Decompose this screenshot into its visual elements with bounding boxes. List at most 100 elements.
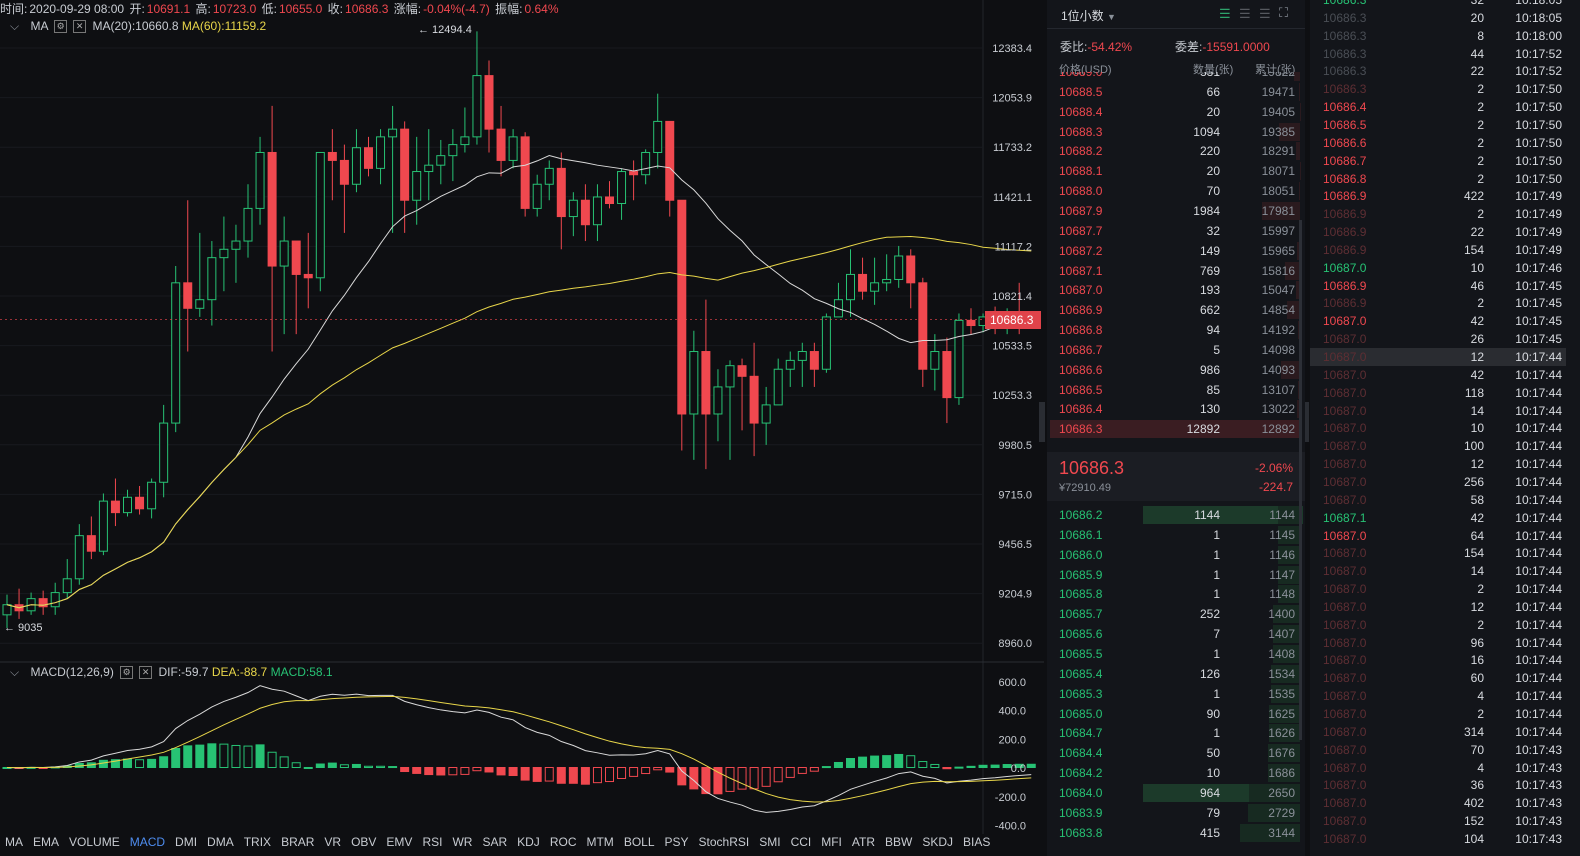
indicator-tab-volume[interactable]: VOLUME: [69, 835, 120, 849]
collapse-handle-left[interactable]: [1039, 402, 1045, 442]
indicator-tab-obv[interactable]: OBV: [351, 835, 377, 849]
view-bids-icon[interactable]: ☰: [1239, 6, 1251, 21]
indicator-tab-stochrsi[interactable]: StochRSI: [698, 835, 750, 849]
ask-row[interactable]: 10686.5 85 13107: [1047, 380, 1305, 400]
indicator-tab-wr[interactable]: WR: [452, 835, 473, 849]
precision-select[interactable]: 1位小数 ▼: [1061, 7, 1116, 24]
collapse-handle-right[interactable]: [1303, 402, 1309, 442]
indicator-tab-emv[interactable]: EMV: [386, 835, 413, 849]
ask-row[interactable]: 10688.2 220 18291: [1047, 141, 1305, 161]
bid-row[interactable]: 10684.7 1 1626: [1047, 723, 1305, 743]
trade-qty: 14: [1470, 403, 1484, 418]
ask-row[interactable]: 10686.3 12892 12892: [1047, 419, 1305, 439]
indicator-tab-bbw[interactable]: BBW: [885, 835, 913, 849]
bid-price: 10685.4: [1059, 666, 1103, 681]
trade-qty: 4: [1477, 689, 1484, 704]
bid-qty: 90: [1206, 706, 1220, 721]
bid-row[interactable]: 10685.7 252 1400: [1047, 604, 1305, 624]
ask-row[interactable]: 10688.3 1094 19385: [1047, 122, 1305, 142]
candle-body: [821, 316, 831, 370]
macd-histogram-bar: [388, 766, 398, 769]
ask-row[interactable]: 10687.7 32 15997: [1047, 221, 1305, 241]
indicator-tab-boll[interactable]: BOLL: [623, 835, 655, 849]
indicator-tab-smi[interactable]: SMI: [759, 835, 781, 849]
view-asks-icon[interactable]: ☰: [1259, 6, 1271, 21]
bid-row[interactable]: 10683.8 415 3144: [1047, 823, 1305, 843]
macd-histogram-bar: [568, 767, 578, 784]
chart-canvas[interactable]: 12383.4 12053.9 11733.2 11421.1 11117.2 10821…: [0, 0, 1044, 856]
indicator-tab-roc[interactable]: ROC: [549, 835, 577, 849]
bid-row[interactable]: 10685.8 1 1148: [1047, 584, 1305, 604]
indicator-tab-dmi[interactable]: DMI: [175, 835, 198, 849]
collapse-chevron-icon[interactable]: ⌵: [10, 19, 20, 33]
bid-row[interactable]: 10685.6 7 1407: [1047, 624, 1305, 644]
indicator-tab-brar[interactable]: BRAR: [281, 835, 315, 849]
indicator-tab-atr[interactable]: ATR: [851, 835, 876, 849]
bid-cum: 1535: [1268, 686, 1295, 701]
indicator-tab-mtm[interactable]: MTM: [586, 835, 614, 849]
indicator-tab-ema[interactable]: EMA: [33, 835, 60, 849]
macd-settings-gear-icon[interactable]: ⚙: [120, 666, 134, 680]
ma20-value: MA(20):10660.8: [92, 19, 179, 33]
indicator-tab-sar[interactable]: SAR: [482, 835, 508, 849]
macd-histogram-bar: [532, 767, 542, 782]
indicator-tab-skdj[interactable]: SKDJ: [922, 835, 954, 849]
indicator-tab-trix[interactable]: TRIX: [243, 835, 272, 849]
indicator-tab-mfi[interactable]: MFI: [821, 835, 842, 849]
macd-collapse-chevron-icon[interactable]: ⌵: [10, 665, 20, 679]
close-icon[interactable]: ✕: [73, 20, 87, 34]
candle-body: [86, 535, 96, 552]
indicator-tab-rsi[interactable]: RSI: [422, 835, 443, 849]
bid-row[interactable]: 10684.4 50 1676: [1047, 743, 1305, 763]
bid-row[interactable]: 10683.9 79 2729: [1047, 803, 1305, 823]
trade-price: 10687.0: [1323, 385, 1367, 400]
indicator-tab-dma[interactable]: DMA: [207, 835, 234, 849]
ask-row[interactable]: 10686.7 5 14098: [1047, 340, 1305, 360]
candle-body: [846, 273, 855, 301]
bid-row[interactable]: 10685.0 90 1625: [1047, 704, 1305, 724]
ask-row[interactable]: 10687.1 769 15816: [1047, 261, 1305, 281]
bid-row[interactable]: 10685.5 1 1408: [1047, 644, 1305, 664]
ask-row[interactable]: 10689.0 331 19822: [1047, 72, 1305, 82]
indicator-tab-kdj[interactable]: KDJ: [517, 835, 540, 849]
bid-row[interactable]: 10685.3 1 1535: [1047, 684, 1305, 704]
bid-row[interactable]: 10685.4 126 1534: [1047, 664, 1305, 684]
ask-row[interactable]: 10687.0 193 15047: [1047, 280, 1305, 300]
view-both-icon[interactable]: ☰: [1219, 6, 1231, 21]
macd-close-icon[interactable]: ✕: [139, 666, 153, 680]
settings-gear-icon[interactable]: ⚙: [54, 20, 68, 34]
macd-histogram-bar: [689, 767, 699, 790]
indicator-tab-vr[interactable]: VR: [324, 835, 342, 849]
bid-row[interactable]: 10685.9 1 1147: [1047, 565, 1305, 585]
indicator-tab-macd[interactable]: MACD: [129, 835, 166, 849]
ask-row[interactable]: 10688.5 66 19471: [1047, 82, 1305, 102]
kline-chart[interactable]: 时间: 2020-09-29 08:00 开: 10691.1 高: 10723.0 …: [0, 0, 1044, 856]
high-label: 高:: [195, 2, 211, 16]
indicator-tab-bias[interactable]: BIAS: [963, 835, 991, 849]
expand-icon[interactable]: ⛶: [1279, 5, 1289, 20]
ask-list: 10689.0 331 19822 10688.5 66 19471 10688.4 20 19…: [1047, 72, 1305, 452]
ask-row[interactable]: 10686.9 662 14854: [1047, 300, 1305, 320]
macd-histogram-bar: [617, 767, 627, 779]
indicator-tab-cci[interactable]: CCI: [790, 835, 812, 849]
bid-row[interactable]: 10684.2 10 1686: [1047, 763, 1305, 783]
recent-trades: 10686.3 32 10:18:05 10686.3 20 10:18:05 10686.…: [1310, 0, 1580, 856]
book-scrollbar[interactable]: [1299, 220, 1302, 740]
ask-row[interactable]: 10686.8 94 14192: [1047, 320, 1305, 340]
indicator-tab-psy[interactable]: PSY: [664, 835, 689, 849]
trade-price: 10687.0: [1323, 814, 1367, 829]
bid-row[interactable]: 10686.2 1144 1144: [1047, 505, 1305, 525]
bid-row[interactable]: 10686.0 1 1146: [1047, 545, 1305, 565]
ask-row[interactable]: 10686.4 130 13022: [1047, 399, 1305, 419]
ask-row[interactable]: 10688.4 20 19405: [1047, 102, 1305, 122]
indicator-tab-ma[interactable]: MA: [5, 835, 23, 849]
bid-row[interactable]: 10686.1 1 1145: [1047, 525, 1305, 545]
ask-row[interactable]: 10687.9 1984 17981: [1047, 201, 1305, 221]
ask-row[interactable]: 10688.1 20 18071: [1047, 161, 1305, 181]
ask-row[interactable]: 10687.2 149 15965: [1047, 241, 1305, 261]
bid-row[interactable]: 10684.0 964 2650: [1047, 783, 1305, 803]
trade-qty: 64: [1470, 528, 1484, 543]
ask-row[interactable]: 10688.0 70 18051: [1047, 181, 1305, 201]
ask-price: 10686.3: [1059, 422, 1103, 437]
ask-row[interactable]: 10686.6 986 14093: [1047, 360, 1305, 380]
